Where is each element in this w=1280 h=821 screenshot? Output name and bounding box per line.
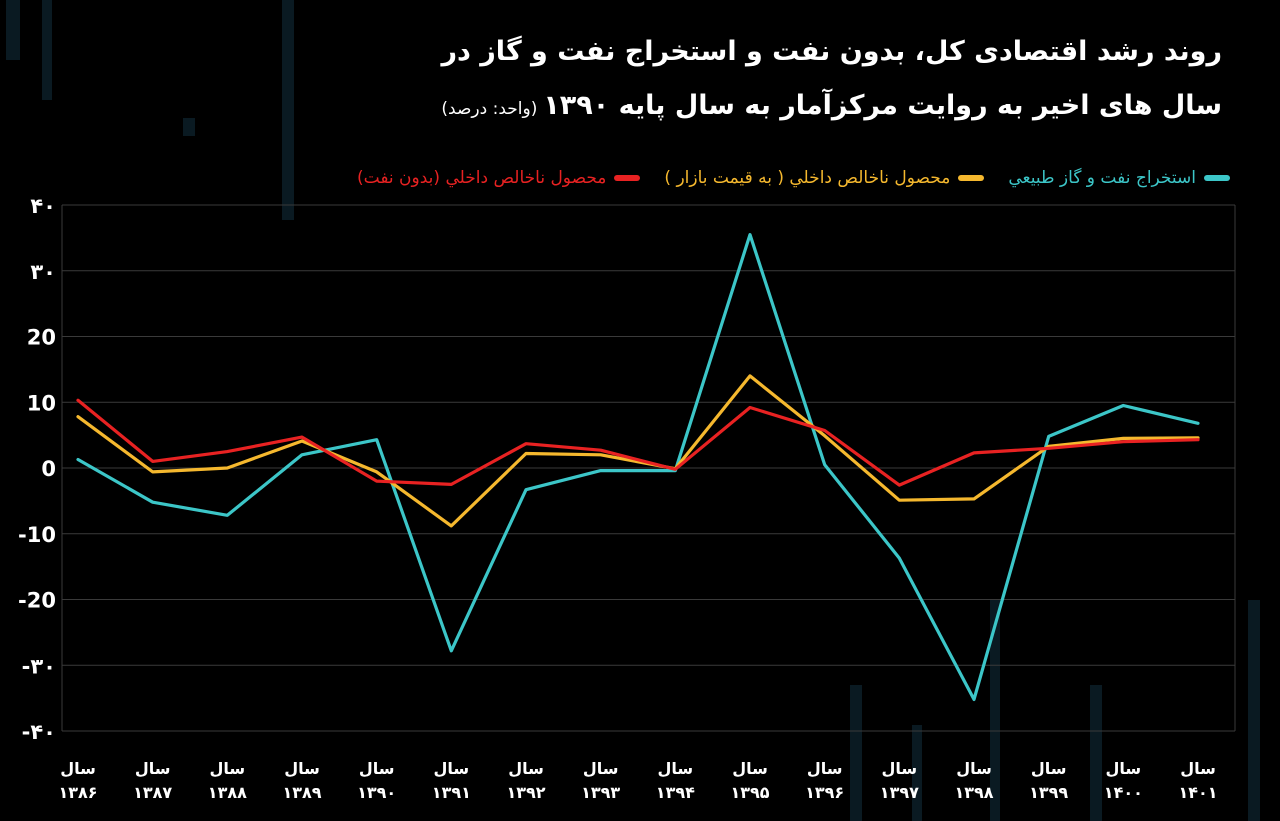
y-tick-label: 10 xyxy=(27,391,56,415)
y-tick-label: -20 xyxy=(18,589,56,613)
chart-series xyxy=(76,233,1200,702)
legend-item-oil-gas: استخراج نفت و گاز طبيعي xyxy=(1008,168,1230,188)
x-tick-label: سال ۱۳۹۵ xyxy=(730,759,769,802)
y-tick-label: ۴۰ xyxy=(30,194,56,218)
y-tick-label: -۳۰ xyxy=(22,654,56,678)
y-tick-label: -۴۰ xyxy=(22,720,56,744)
legend-swatch-oil-gas xyxy=(1204,175,1230,181)
x-tick-label: سال ۱۳۹۹ xyxy=(1029,759,1068,802)
chart-title-line-1: روند رشد اقتصادی کل، بدون نفت و استخراج … xyxy=(441,36,1222,67)
legend-item-gdp-non-oil: محصول ناخالص داخلي (بدون نفت) xyxy=(357,168,641,188)
chart-unit-label: (واحد: درصد) xyxy=(441,99,538,119)
x-axis-ticks: سال ۱۳۸۶ سال ۱۳۸۷ سال ۱۳۸۸ سال ۱۳۸۹ سال ۱۳۹۰ سال ۱۳… xyxy=(58,759,1217,802)
series-line-0 xyxy=(76,233,1200,702)
x-tick-label: سال ۱۳۹۳ xyxy=(581,759,620,802)
x-tick-label: سال ۱۳۸۸ xyxy=(208,759,247,802)
x-tick-label: سال ۱۳۸۹ xyxy=(282,759,321,802)
legend-item-gdp-market: محصول ناخالص داخلي ( به قيمت بازار ) xyxy=(664,168,985,188)
chart-legend: استخراج نفت و گاز طبيعي محصول ناخالص داخ… xyxy=(357,168,1230,188)
x-tick-label: سال ۱۳۹۱ xyxy=(432,759,471,802)
legend-label-gdp-non-oil: محصول ناخالص داخلي (بدون نفت) xyxy=(357,168,607,188)
x-tick-label: سال ۱۳۸۶ xyxy=(58,759,97,802)
y-tick-label: 0 xyxy=(41,457,56,481)
y-axis-ticks: ۴۰ ۳۰ 20 10 0 -10 -20 -۳۰ -۴۰ xyxy=(18,194,56,744)
chart-title-line-2: سال های اخیر به روایت مرکزآمار به سال پا… xyxy=(441,90,1222,121)
legend-label-gdp-market: محصول ناخالص داخلي ( به قيمت بازار ) xyxy=(664,168,951,188)
y-tick-label: -10 xyxy=(18,523,56,547)
x-tick-label: سال ۱۳۸۷ xyxy=(133,759,172,802)
x-tick-label: سال ۱۳۹۶ xyxy=(805,759,844,802)
series-line-1 xyxy=(76,374,1200,528)
legend-swatch-gdp-non-oil xyxy=(614,175,641,181)
x-tick-label: سال ۱۴۰۱ xyxy=(1178,759,1217,802)
x-tick-label: سال ۱۳۹۲ xyxy=(506,759,545,802)
y-tick-label: 20 xyxy=(27,326,56,350)
x-tick-label: سال ۱۳۹۰ xyxy=(357,759,396,802)
series-line-2 xyxy=(76,398,1200,487)
x-tick-label: سال ۱۳۹۸ xyxy=(954,759,993,802)
legend-swatch-gdp-market xyxy=(958,175,985,181)
x-tick-label: سال ۱۳۹۷ xyxy=(880,759,919,802)
x-tick-label: سال ۱۴۰۰ xyxy=(1104,759,1143,802)
legend-label-oil-gas: استخراج نفت و گاز طبيعي xyxy=(1008,168,1196,188)
chart-title-text: سال های اخیر به روایت مرکزآمار به سال پا… xyxy=(543,90,1222,121)
x-tick-label: سال ۱۳۹۴ xyxy=(656,759,695,802)
chart-grid xyxy=(61,204,1236,732)
y-tick-label: ۳۰ xyxy=(30,260,56,284)
